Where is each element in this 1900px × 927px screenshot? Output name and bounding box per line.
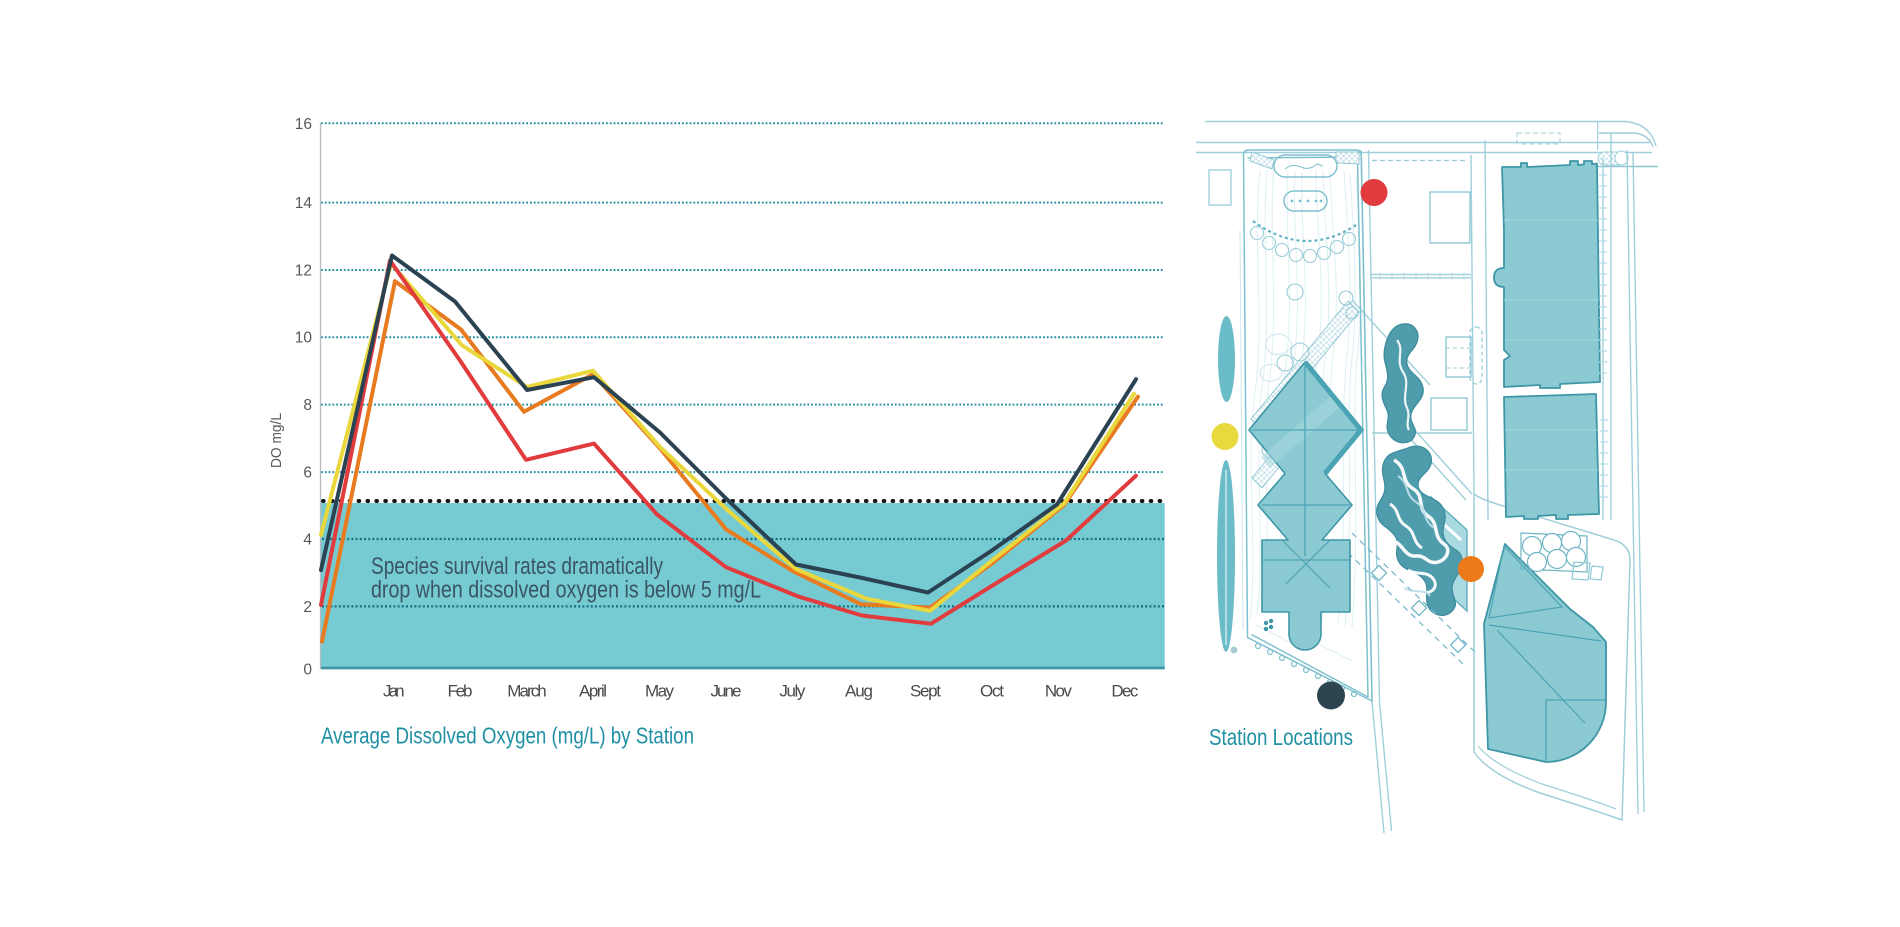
svg-text:May: May [645, 682, 675, 701]
svg-text:Jan: Jan [383, 682, 405, 701]
svg-text:Dec: Dec [1111, 682, 1139, 701]
svg-text:Feb: Feb [448, 682, 473, 701]
svg-text:drop when dissolved oxygen is: drop when dissolved oxygen is below 5 mg… [371, 577, 761, 604]
svg-text:16: 16 [295, 116, 312, 133]
svg-text:10: 10 [295, 330, 313, 347]
svg-text:Oct: Oct [980, 682, 1004, 701]
svg-text:12: 12 [295, 263, 312, 280]
svg-text:March: March [507, 682, 547, 701]
svg-text:2: 2 [303, 599, 312, 616]
svg-text:July: July [779, 682, 806, 701]
svg-text:June: June [711, 682, 742, 701]
svg-text:8: 8 [303, 397, 312, 414]
svg-text:Average Dissolved Oxygen (mg/L: Average Dissolved Oxygen (mg/L) by Stati… [321, 723, 694, 749]
svg-text:6: 6 [303, 465, 312, 482]
svg-text:Species survival rates dramati: Species survival rates dramatically [371, 553, 663, 580]
svg-text:0: 0 [303, 662, 312, 679]
svg-text:4: 4 [303, 532, 312, 549]
svg-text:Aug: Aug [845, 682, 873, 701]
svg-text:Nov: Nov [1045, 682, 1073, 701]
svg-text:April: April [579, 682, 607, 701]
svg-text:14: 14 [295, 195, 313, 212]
svg-text:Sept: Sept [910, 682, 941, 701]
svg-text:DO mg/L: DO mg/L [269, 413, 285, 468]
svg-text:Station Locations: Station Locations [1209, 724, 1353, 750]
